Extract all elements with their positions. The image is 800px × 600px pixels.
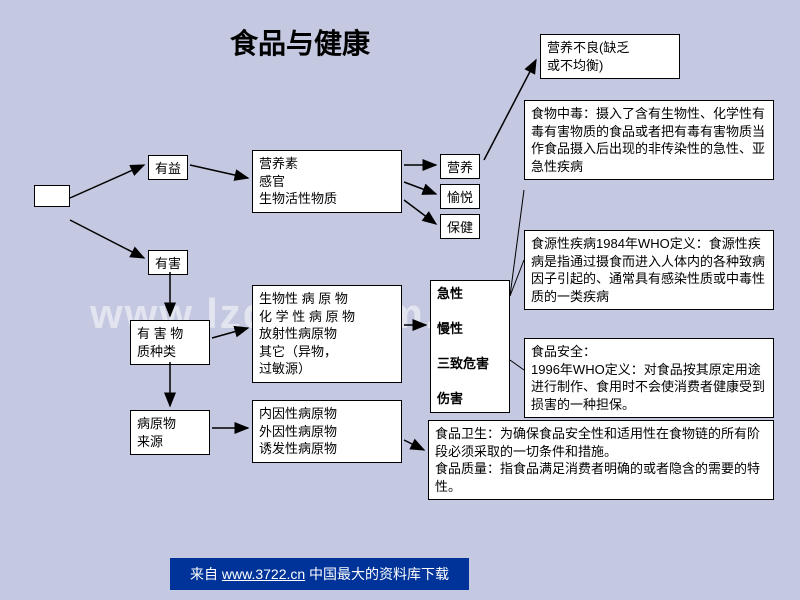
node-pathogen-source: 病原物 来源 (130, 410, 210, 455)
node-nutrients: 营养素 感官 生物活性物质 (252, 150, 402, 213)
node-hygiene: 食品卫生：为确保食品安全性和适用性在食物链的所有阶段必须采取的一切条件和措施。 … (428, 420, 774, 500)
node-nutrition: 营养 (440, 154, 480, 179)
page-title: 食品与健康 (230, 22, 370, 62)
node-poisoning: 食物中毒：摄入了含有生物性、化学性有毒有害物质的食品或者把有毒有害物质当作食品摄… (524, 100, 774, 180)
node-safety: 食品安全： 1996年WHO定义：对食品按其原定用途进行制作、食用时不会使消费者… (524, 338, 774, 418)
node-harmful-list: 生物性 病 原 物 化 学 性 病 原 物 放射性病原物 其它（异物， 过敏源） (252, 285, 402, 383)
node-disease: 食源性疾病1984年WHO定义：食源性疾病是指通过摄食而进入人体内的各种致病因子… (524, 230, 774, 310)
pathogen-source-text: 病原物 来源 (137, 416, 176, 449)
node-harmful-kinds: 有 害 物 质种类 (130, 320, 210, 365)
footer-link[interactable]: www.3722.cn (222, 566, 305, 582)
harmful-kinds-text: 有 害 物 质种类 (137, 326, 183, 359)
node-malnutrition: 营养不良(缺乏 或不均衡) (540, 34, 680, 79)
node-pleasure: 愉悦 (440, 184, 480, 209)
footer-bar: 来自 www.3722.cn 中国最大的资料库下载 (170, 558, 469, 590)
node-harmful: 有害 (148, 250, 188, 275)
footer-suffix: 中国最大的资料库下载 (305, 566, 449, 582)
node-pathogen-list: 内因性病原物 外因性病原物 诱发性病原物 (252, 400, 402, 463)
node-effects: 急性 慢性 三致危害 伤害 (430, 280, 510, 413)
node-food-root (34, 185, 70, 207)
footer-prefix: 来自 (190, 566, 222, 582)
node-healthcare: 保健 (440, 214, 480, 239)
node-beneficial: 有益 (148, 155, 188, 180)
